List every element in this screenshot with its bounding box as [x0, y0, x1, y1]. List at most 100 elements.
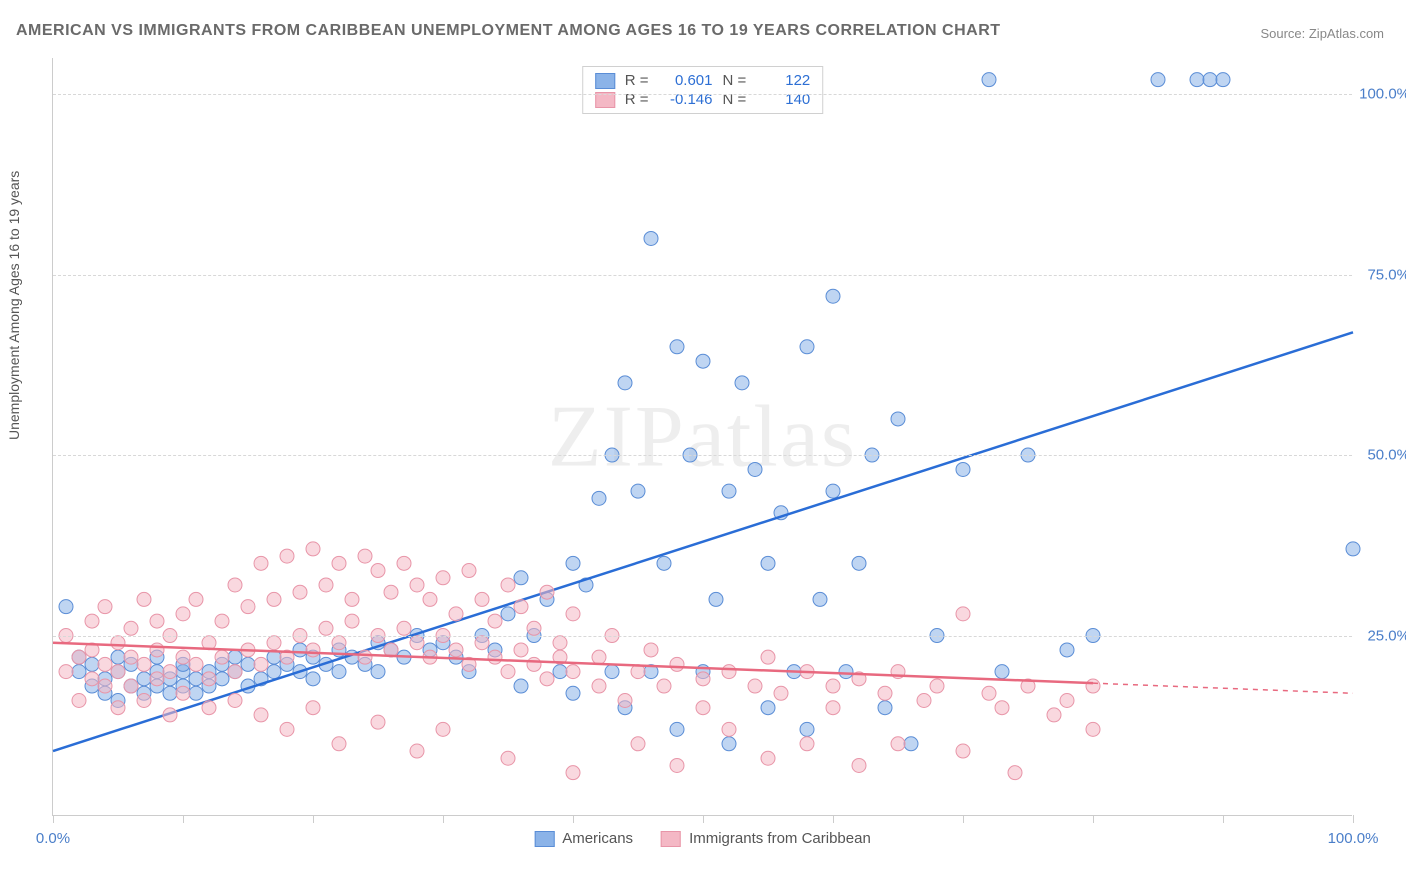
data-point	[1086, 679, 1100, 693]
data-point	[254, 708, 268, 722]
data-point	[397, 556, 411, 570]
r-value: 0.601	[659, 72, 713, 89]
data-point	[657, 556, 671, 570]
data-point	[371, 715, 385, 729]
data-point	[358, 549, 372, 563]
source-attribution: Source: ZipAtlas.com	[1260, 26, 1384, 41]
data-point	[722, 722, 736, 736]
data-point	[514, 643, 528, 657]
data-point	[150, 614, 164, 628]
data-point	[488, 650, 502, 664]
data-point	[72, 665, 86, 679]
data-point	[436, 571, 450, 585]
data-point	[85, 614, 99, 628]
data-point	[137, 672, 151, 686]
data-point	[930, 679, 944, 693]
data-point	[98, 600, 112, 614]
chart-plot-area: ZIPatlas R =0.601N =122R =-0.146N =140 A…	[52, 58, 1352, 816]
x-tick	[703, 815, 704, 823]
data-point	[878, 701, 892, 715]
legend-item: Americans	[534, 830, 633, 847]
x-tick-label: 0.0%	[36, 830, 70, 847]
data-point	[436, 722, 450, 736]
x-tick	[313, 815, 314, 823]
x-tick	[53, 815, 54, 823]
data-point	[956, 462, 970, 476]
x-tick	[183, 815, 184, 823]
data-point	[761, 751, 775, 765]
data-point	[124, 679, 138, 693]
legend-swatch	[534, 831, 554, 847]
data-point	[85, 672, 99, 686]
data-point	[1346, 542, 1360, 556]
gridline	[53, 636, 1352, 637]
data-point	[566, 556, 580, 570]
gridline	[53, 275, 1352, 276]
data-point	[124, 621, 138, 635]
legend-label: Immigrants from Caribbean	[689, 830, 871, 847]
data-point	[280, 722, 294, 736]
n-label: N =	[723, 72, 747, 89]
data-point	[215, 614, 229, 628]
data-point	[449, 643, 463, 657]
data-point	[540, 672, 554, 686]
data-point	[410, 636, 424, 650]
data-point	[475, 636, 489, 650]
data-point	[306, 643, 320, 657]
data-point	[956, 607, 970, 621]
x-tick	[573, 815, 574, 823]
data-point	[761, 701, 775, 715]
legend-swatch	[661, 831, 681, 847]
data-point	[1060, 693, 1074, 707]
data-point	[995, 665, 1009, 679]
data-point	[189, 592, 203, 606]
data-point	[306, 701, 320, 715]
data-point	[371, 665, 385, 679]
correlation-legend: R =0.601N =122R =-0.146N =140	[582, 66, 824, 114]
data-point	[514, 679, 528, 693]
data-point	[800, 737, 814, 751]
data-point	[527, 657, 541, 671]
data-point	[215, 672, 229, 686]
data-point	[228, 693, 242, 707]
data-point	[319, 621, 333, 635]
data-point	[358, 650, 372, 664]
data-point	[592, 650, 606, 664]
data-point	[566, 766, 580, 780]
data-point	[722, 484, 736, 498]
y-tick-label: 25.0%	[1367, 627, 1406, 644]
data-point	[241, 657, 255, 671]
data-point	[124, 650, 138, 664]
data-point	[59, 600, 73, 614]
data-point	[410, 744, 424, 758]
data-point	[800, 340, 814, 354]
n-value: 122	[756, 72, 810, 89]
data-point	[644, 643, 658, 657]
data-point	[241, 600, 255, 614]
data-point	[566, 607, 580, 621]
data-point	[280, 549, 294, 563]
data-point	[332, 737, 346, 751]
data-point	[462, 564, 476, 578]
series-legend: Americans Immigrants from Caribbean	[534, 830, 871, 847]
y-tick-label: 50.0%	[1367, 447, 1406, 464]
data-point	[761, 556, 775, 570]
legend-label: Americans	[562, 830, 633, 847]
data-point	[735, 376, 749, 390]
data-point	[800, 722, 814, 736]
data-point	[1151, 73, 1165, 87]
data-point	[501, 578, 515, 592]
data-point	[475, 592, 489, 606]
data-point	[397, 621, 411, 635]
y-tick-label: 75.0%	[1367, 266, 1406, 283]
x-tick	[443, 815, 444, 823]
data-point	[1203, 73, 1217, 87]
legend-item: Immigrants from Caribbean	[661, 830, 871, 847]
data-point	[111, 636, 125, 650]
data-point	[1060, 643, 1074, 657]
data-point	[189, 657, 203, 671]
data-point	[449, 607, 463, 621]
data-point	[995, 701, 1009, 715]
data-point	[1086, 722, 1100, 736]
data-point	[215, 650, 229, 664]
